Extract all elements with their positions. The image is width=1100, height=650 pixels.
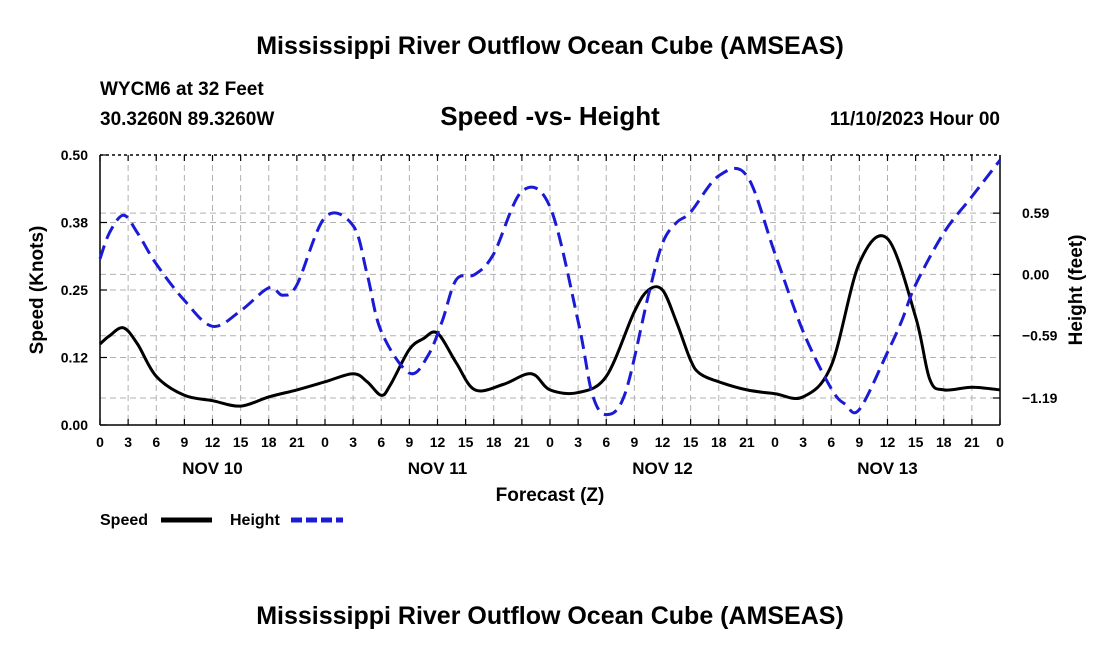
x-tick-label: 21 [964,434,980,450]
legend-height-label: Height [230,512,280,529]
y-tick-label: 0.25 [61,282,88,298]
x-tick-label: 15 [683,434,699,450]
x-tick-label: 0 [96,434,104,450]
x-tick-label: 6 [827,434,835,450]
x-axis-label: Forecast (Z) [496,485,605,506]
y-tick-label: 0.12 [61,350,88,366]
x-tick-label: 9 [630,434,638,450]
x-tick-label: 6 [602,434,610,450]
x-tick-label: 6 [377,434,385,450]
series-layer [98,159,1002,417]
series-line-speed [98,234,1001,408]
y-tick-label: 0.38 [61,215,88,231]
station-label: WYCM6 at 32 Feet [100,79,264,100]
x-tick-label: 18 [486,434,502,450]
chart-subtitle: Speed -vs- Height [440,101,660,131]
x-tick-label: 3 [574,434,582,450]
y-axis-label: Speed (Knots) [27,226,48,355]
x-tick-label: 9 [855,434,863,450]
x-tick-label: 3 [349,434,357,450]
x-tick-label: 12 [655,434,671,450]
x-tick-label: 18 [711,434,727,450]
x-tick-label: 0 [546,434,554,450]
x-tick-label: 15 [233,434,249,450]
date-label: NOV 12 [632,459,692,478]
y2-tick-label: −1.19 [1022,390,1058,406]
x-tick-label: 15 [908,434,924,450]
series-line-height [98,159,1002,417]
x-tick-label: 18 [936,434,952,450]
date-label: NOV 11 [408,459,468,478]
x-tick-label: 3 [124,434,132,450]
x-tick-label: 6 [152,434,160,450]
y-tick-label: 0.50 [61,147,88,163]
x-tick-label: 0 [771,434,779,450]
date-label: NOV 10 [182,459,242,478]
y2-tick-label: −0.59 [1022,328,1058,344]
legend: Speed Height [100,512,343,529]
footer-title: Mississippi River Outflow Ocean Cube (AM… [256,602,844,630]
x-tick-label: 12 [430,434,446,450]
x-tick-label: 12 [880,434,896,450]
axes: 0 3 6 9 12 15 18 21 0 3 6 9 12 15 18 21 0 3 6 9 12 15 18 21 0 3 6 9… [61,147,1058,478]
page-title: Mississippi River Outflow Ocean Cube (AM… [256,32,844,60]
x-tick-label: 21 [514,434,530,450]
x-tick-label: 9 [405,434,413,450]
grid [100,155,1000,425]
x-tick-label: 15 [458,434,474,450]
y2-tick-label: 0.59 [1022,205,1049,221]
x-tick-label: 0 [996,434,1004,450]
y-tick-label: 0.00 [61,417,88,433]
x-tick-label: 0 [321,434,329,450]
x-tick-label: 18 [261,434,277,450]
x-tick-label: 9 [180,434,188,450]
y2-tick-label: 0.00 [1022,266,1049,282]
x-tick-label: 12 [205,434,221,450]
y2-axis-label: Height (feet) [1066,235,1087,346]
forecast-date-label: 11/10/2023 Hour 00 [830,109,1000,130]
x-tick-label: 21 [739,434,755,450]
legend-speed-label: Speed [100,512,148,529]
x-tick-label: 21 [289,434,305,450]
coordinates-label: 30.3260N 89.3260W [100,109,274,130]
date-label: NOV 13 [857,459,917,478]
x-tick-label: 3 [799,434,807,450]
